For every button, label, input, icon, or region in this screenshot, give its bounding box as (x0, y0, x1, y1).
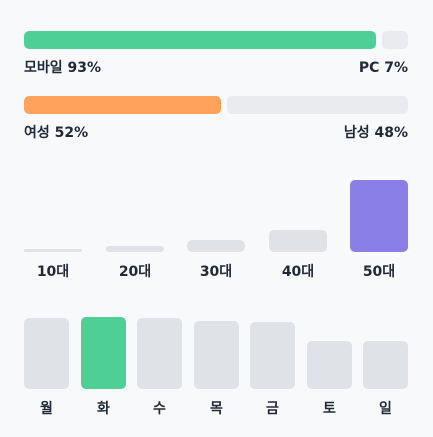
weekday-label: 월 (40, 401, 53, 417)
age-label: 50대 (362, 264, 396, 280)
female-share-segment (24, 96, 221, 114)
weekday-bar (307, 341, 352, 389)
weekday-column: 일 (363, 0, 408, 437)
age-column: 20대 (106, 0, 164, 437)
weekday-label: 화 (97, 401, 110, 417)
weekday-column: 목 (194, 0, 239, 437)
mobile-share-segment (24, 31, 376, 49)
age-bar (350, 180, 408, 252)
age-column: 30대 (187, 0, 245, 437)
weekday-label: 수 (153, 401, 166, 417)
age-bar (106, 246, 164, 252)
weekday-column: 월 (24, 0, 69, 437)
age-label: 30대 (199, 264, 233, 280)
age-label: 40대 (281, 264, 315, 280)
age-bar (24, 249, 82, 252)
weekday-bar (250, 322, 295, 389)
weekday-bar (81, 317, 126, 389)
weekday-label: 목 (210, 401, 223, 417)
weekday-column: 금 (250, 0, 295, 437)
pc-share-segment (382, 31, 408, 49)
weekday-bar (24, 318, 69, 389)
weekday-label: 일 (379, 401, 392, 417)
weekday-bar (194, 321, 239, 389)
weekday-label: 금 (266, 401, 279, 417)
male-share-segment (227, 96, 408, 114)
mobile-share-label: 모바일 93% (24, 60, 102, 76)
age-bar (187, 240, 245, 252)
weekday-column: 수 (137, 0, 182, 437)
age-distribution: 10대 20대 30대 40대 50대 (24, 180, 408, 280)
age-bar (269, 230, 327, 252)
age-column: 40대 (269, 0, 327, 437)
age-column: 10대 (24, 0, 82, 437)
gender-share-track (24, 96, 408, 114)
weekday-label: 토 (323, 401, 336, 417)
weekday-bar (137, 318, 182, 389)
weekday-bar (363, 341, 408, 389)
weekday-column: 화 (81, 0, 126, 437)
age-label: 10대 (36, 264, 70, 280)
pc-share-label: PC 7% (358, 60, 408, 76)
weekday-column: 토 (307, 0, 352, 437)
device-share-track (24, 31, 408, 49)
age-column: 50대 (350, 0, 408, 437)
female-share-label: 여성 52% (24, 125, 89, 141)
age-label: 20대 (118, 264, 152, 280)
male-share-label: 남성 48% (343, 125, 408, 141)
